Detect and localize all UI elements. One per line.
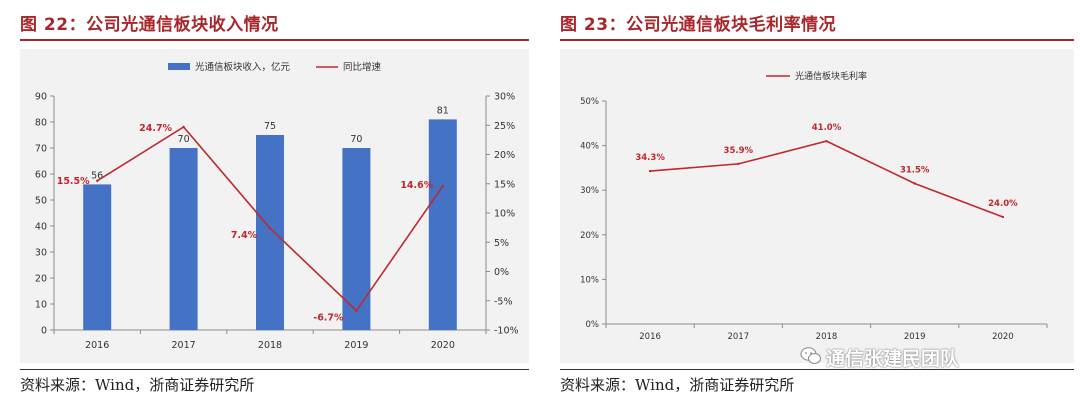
growth-point (268, 227, 272, 230)
x-tick-label: 2016 (639, 332, 661, 342)
growth-point (96, 179, 99, 183)
y-tick-label: 20% (580, 231, 599, 241)
title-rule (560, 39, 1074, 41)
y-left-tick-label: 0 (41, 326, 47, 337)
y-left-tick-label: 40 (35, 222, 47, 233)
y-left-tick-label: 80 (35, 118, 47, 129)
growth-label: 15.5% (57, 176, 90, 187)
margin-label: 41.0% (812, 123, 842, 133)
revenue-bar (169, 148, 198, 330)
y-right-tick-label: 25% (494, 121, 515, 132)
y-left-tick-label: 50 (35, 196, 47, 207)
x-tick-label: 2019 (344, 340, 368, 351)
growth-label: -6.7% (313, 313, 344, 324)
y-right-tick-label: 30% (494, 92, 515, 103)
figure-22-source: 资料来源：Wind，浙商证券研究所 (20, 376, 255, 394)
y-right-tick-label: -10% (494, 326, 519, 337)
revenue-bar (428, 119, 457, 331)
margin-chart: 光通信板块毛利率 0% 10% 20% 30% 40% 50% 2016 2017 2018 201… (580, 70, 1048, 342)
margin-label: 35.9% (724, 146, 754, 156)
legend-label-revenue: 光通信板块收入，亿元 (195, 61, 291, 73)
growth-point (182, 125, 185, 129)
y-left-tick-label: 70 (35, 144, 47, 155)
x-tick-label: 2020 (431, 340, 455, 351)
y-right-tick-label: 5% (494, 238, 509, 249)
revenue-chart-area: 光通信板块收入，亿元 同比增速 0 10 20 30 40 50 60 70 80 90 -10% -5%… (20, 49, 529, 363)
margin-line (650, 140, 1004, 218)
x-tick-label: 2020 (992, 332, 1014, 342)
source-rule (560, 369, 1074, 370)
revenue-chart: 光通信板块收入，亿元 同比增速 0 10 20 30 40 50 60 70 80 90 -10% -5%… (35, 61, 519, 351)
revenue-bar-label: 75 (264, 121, 276, 132)
legend-label-growth: 同比增速 (343, 61, 382, 73)
wechat-icon (800, 347, 821, 364)
x-tick-label: 2018 (816, 332, 838, 342)
y-right-tick-label: -5% (494, 296, 513, 307)
margin-point (737, 162, 740, 166)
margin-point (648, 169, 652, 173)
source-rule (20, 369, 529, 370)
margin-point (1001, 215, 1005, 219)
y-tick-label: 30% (580, 186, 599, 196)
growth-point (441, 184, 444, 188)
y-left-tick-label: 20 (35, 274, 47, 285)
growth-label: 24.7% (139, 123, 172, 134)
margin-point (825, 139, 828, 143)
y-left-tick-label: 60 (35, 170, 47, 181)
y-right-tick-label: 10% (494, 209, 515, 220)
margin-label: 31.5% (900, 166, 930, 176)
y-left-tick-label: 10 (35, 300, 47, 311)
x-tick-label: 2016 (85, 340, 109, 351)
growth-point (355, 309, 358, 312)
y-left-tick-label: 30 (35, 248, 47, 259)
margin-figure-panel: 图 23：公司光通信板块毛利率情况 光通信板块毛利率 0% 10% 20% 30% 40%… (556, 0, 1080, 405)
legend-label-margin: 光通信板块毛利率 (795, 70, 867, 82)
revenue-bar-label: 70 (178, 134, 190, 145)
y-right-tick-label: 0% (494, 267, 509, 278)
growth-label: 7.4% (231, 230, 258, 241)
revenue-bar (83, 184, 112, 330)
title-rule (20, 39, 529, 41)
y-left-tick-label: 90 (35, 92, 47, 103)
margin-point (913, 182, 916, 185)
growth-label: 14.6% (400, 180, 433, 191)
revenue-figure-panel: 图 22：公司光通信板块收入情况 光通信板块收入，亿元 同比增速 0 10 20 30 40… (0, 0, 535, 405)
y-tick-label: 50% (580, 97, 599, 107)
y-right-tick-label: 15% (494, 179, 515, 190)
legend-swatch-revenue (168, 63, 190, 70)
y-tick-label: 0% (586, 320, 600, 330)
y-tick-label: 10% (580, 275, 599, 285)
margin-label: 24.0% (988, 199, 1018, 209)
y-tick-label: 40% (580, 142, 599, 152)
x-tick-label: 2018 (258, 340, 282, 351)
revenue-bar-label: 81 (437, 105, 449, 116)
figure-22-title: 图 22：公司光通信板块收入情况 (20, 15, 279, 35)
x-tick-label: 2017 (727, 332, 749, 342)
watermark-text: 通信张建民团队 (826, 348, 960, 370)
revenue-bar-label: 56 (91, 170, 103, 181)
figure-23-title: 图 23：公司光通信板块毛利率情况 (560, 15, 837, 35)
figure-23-source: 资料来源：Wind，浙商证券研究所 (560, 376, 795, 394)
margin-label: 34.3% (635, 153, 665, 163)
revenue-bar (256, 135, 284, 330)
revenue-bar (342, 148, 371, 330)
x-tick-label: 2017 (172, 340, 196, 351)
revenue-bar-label: 70 (350, 134, 362, 145)
y-right-tick-label: 20% (494, 150, 515, 161)
x-tick-label: 2019 (904, 332, 926, 342)
margin-chart-area: 光通信板块毛利率 0% 10% 20% 30% 40% 50% 2016 2017 2018 201… (560, 49, 1074, 363)
